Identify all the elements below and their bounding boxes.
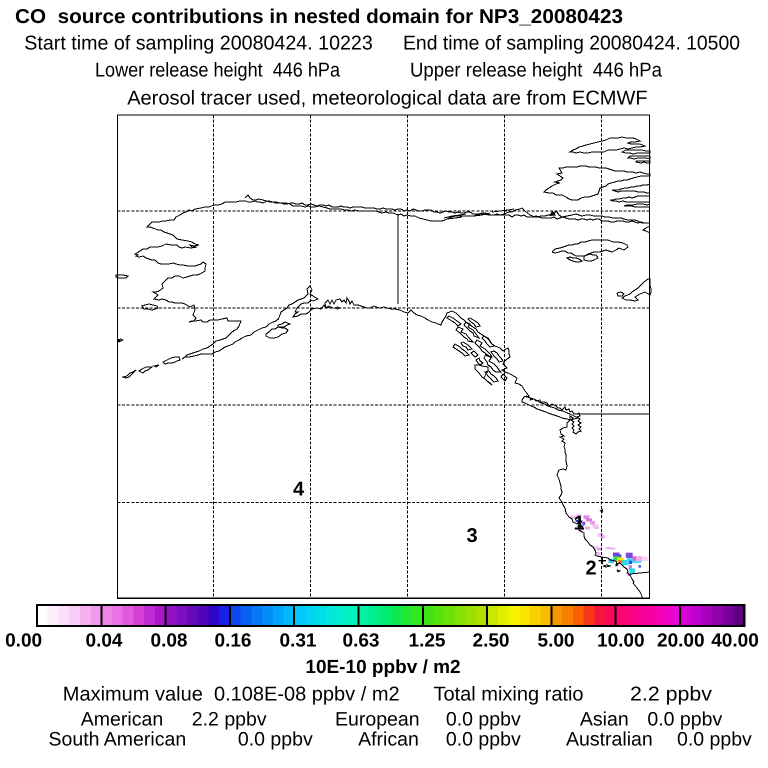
svg-text:European: European: [335, 709, 420, 731]
svg-text:Lower release height 446 hPa: Lower release height 446 hPa: [95, 60, 341, 82]
svg-text:0.0 ppbv: 0.0 ppbv: [238, 729, 313, 751]
svg-text:Total mixing ratio: Total mixing ratio: [434, 684, 584, 706]
svg-text:2.50: 2.50: [473, 631, 510, 652]
svg-text:0.08: 0.08: [151, 631, 188, 652]
svg-text:0.0 ppbv: 0.0 ppbv: [446, 729, 521, 751]
svg-text:American: American: [81, 709, 163, 731]
svg-text:4: 4: [293, 478, 305, 500]
svg-text:0.0 ppbv: 0.0 ppbv: [677, 729, 752, 751]
svg-text:0.00: 0.00: [5, 631, 42, 652]
svg-text:Asian: Asian: [580, 709, 629, 731]
svg-text:Upper release height 446 hPa: Upper release height 446 hPa: [410, 60, 663, 82]
svg-text:20.00: 20.00: [657, 631, 705, 652]
svg-text:10E-10 ppbv / m2: 10E-10 ppbv / m2: [305, 657, 460, 678]
svg-text:0.63: 0.63: [343, 631, 380, 652]
svg-text:Australian: Australian: [566, 729, 653, 751]
svg-text:40.00: 40.00: [711, 631, 759, 652]
svg-text:0.31: 0.31: [280, 631, 317, 652]
svg-text:1.25: 1.25: [409, 631, 446, 652]
svg-text:African: African: [358, 729, 419, 751]
svg-text:0.0 ppbv: 0.0 ppbv: [446, 709, 521, 731]
svg-text:CO source contributions in ne: CO source contributions in nested domain…: [15, 6, 623, 28]
svg-text:South American: South American: [49, 729, 187, 751]
svg-text:3: 3: [466, 525, 477, 547]
svg-text:2.2 ppbv: 2.2 ppbv: [192, 709, 267, 731]
svg-text:End time of sampling 20080424.: End time of sampling 20080424. 10500: [403, 33, 740, 55]
svg-text:0.16: 0.16: [215, 631, 252, 652]
svg-text:10.00: 10.00: [597, 631, 645, 652]
svg-text:1: 1: [573, 513, 584, 535]
svg-text:Aerosol tracer used, meteorolo: Aerosol tracer used, meteorological data…: [127, 87, 647, 109]
svg-text:2: 2: [585, 558, 596, 580]
svg-text:Maximum value 0.108E-08 ppbv: Maximum value 0.108E-08 ppbv / m2: [63, 684, 400, 706]
svg-text:0.0 ppbv: 0.0 ppbv: [647, 709, 722, 731]
svg-text:Start time of sampling 2008042: Start time of sampling 20080424. 10223: [24, 33, 373, 55]
svg-text:5.00: 5.00: [538, 631, 575, 652]
svg-text:0.04: 0.04: [86, 631, 123, 652]
svg-text:2.2 ppbv: 2.2 ppbv: [630, 684, 712, 706]
